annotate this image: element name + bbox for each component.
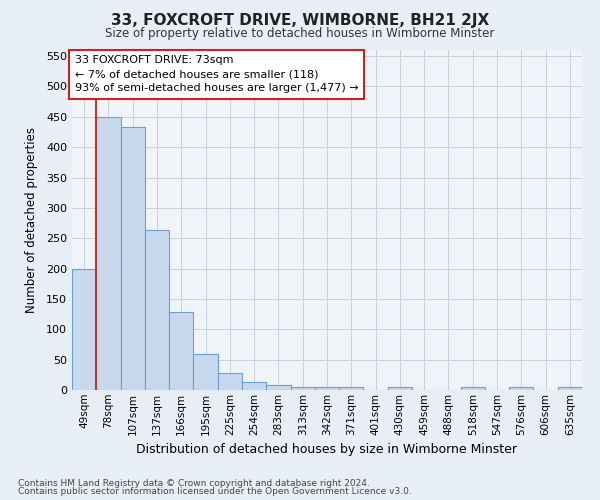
Text: Contains public sector information licensed under the Open Government Licence v3: Contains public sector information licen… — [18, 487, 412, 496]
Bar — [339, 387, 364, 390]
Bar — [169, 312, 193, 390]
Bar — [193, 354, 218, 390]
Bar — [290, 387, 315, 390]
Bar — [315, 387, 339, 390]
Text: Contains HM Land Registry data © Crown copyright and database right 2024.: Contains HM Land Registry data © Crown c… — [18, 478, 370, 488]
Text: Size of property relative to detached houses in Wimborne Minster: Size of property relative to detached ho… — [106, 28, 494, 40]
Bar — [145, 230, 169, 390]
Text: 33, FOXCROFT DRIVE, WIMBORNE, BH21 2JX: 33, FOXCROFT DRIVE, WIMBORNE, BH21 2JX — [111, 12, 489, 28]
Bar — [121, 127, 145, 390]
Bar — [72, 268, 96, 390]
Bar — [509, 387, 533, 390]
Bar — [96, 117, 121, 390]
X-axis label: Distribution of detached houses by size in Wimborne Minster: Distribution of detached houses by size … — [137, 443, 517, 456]
Bar — [266, 385, 290, 390]
Bar — [242, 382, 266, 390]
Y-axis label: Number of detached properties: Number of detached properties — [25, 127, 38, 313]
Text: 33 FOXCROFT DRIVE: 73sqm
← 7% of detached houses are smaller (118)
93% of semi-d: 33 FOXCROFT DRIVE: 73sqm ← 7% of detache… — [74, 55, 358, 93]
Bar — [558, 387, 582, 390]
Bar — [218, 373, 242, 390]
Bar — [461, 387, 485, 390]
Bar — [388, 387, 412, 390]
